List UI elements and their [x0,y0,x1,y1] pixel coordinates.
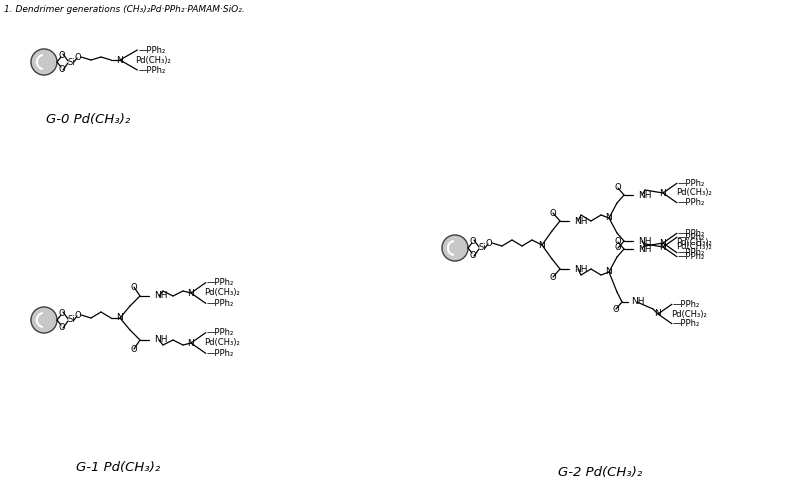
Text: —PPh₂: —PPh₂ [677,179,704,188]
Text: N: N [188,289,194,297]
Text: O: O [549,273,556,282]
Text: Pd(CH₃)₂: Pd(CH₃)₂ [670,309,706,318]
Text: N: N [605,213,612,222]
Text: O: O [75,52,81,61]
Text: NH: NH [638,237,650,246]
Circle shape [31,307,57,333]
Text: O: O [59,308,65,317]
Text: N: N [116,55,124,64]
Text: O: O [612,304,618,313]
Text: O: O [614,244,621,252]
Text: —PPh₂: —PPh₂ [206,328,233,337]
Text: O: O [131,345,137,353]
Text: Pd(CH₃)₂: Pd(CH₃)₂ [205,339,240,347]
Text: NH: NH [573,216,587,226]
Text: N: N [188,339,194,347]
Text: Pd(CH₃)₂: Pd(CH₃)₂ [675,239,711,248]
Text: Pd(CH₃)₂: Pd(CH₃)₂ [675,189,711,198]
Text: O: O [614,184,621,193]
Text: Si: Si [478,244,485,252]
Text: 1. Dendrimer generations (CH₃)₂Pd·PPh₂·PAMAM·SiO₂.: 1. Dendrimer generations (CH₃)₂Pd·PPh₂·P… [4,5,245,14]
Text: —PPh₂: —PPh₂ [677,233,704,242]
Text: O: O [131,283,137,292]
Text: —PPh₂: —PPh₂ [206,349,233,358]
Text: G-2 Pd(CH₃)₂: G-2 Pd(CH₃)₂ [557,466,642,480]
Text: O: O [75,310,81,319]
Text: Pd(CH₃)₂: Pd(CH₃)₂ [135,55,171,64]
Text: —PPh₂: —PPh₂ [677,252,704,261]
Text: N: N [605,267,612,277]
Text: N: N [538,241,545,249]
Text: —PPh₂: —PPh₂ [138,46,165,54]
Text: NH: NH [154,292,168,300]
Text: —PPh₂: —PPh₂ [677,229,704,238]
Text: Pd(CH₃)₂: Pd(CH₃)₂ [675,243,711,251]
Text: —PPh₂: —PPh₂ [672,300,699,309]
Text: —PPh₂: —PPh₂ [206,278,233,287]
Text: N: N [658,239,666,248]
Text: N: N [654,309,661,318]
Text: Si: Si [67,57,75,66]
Text: O: O [59,323,65,332]
Text: O: O [469,250,476,259]
Text: N: N [658,189,666,198]
Text: G-1 Pd(CH₃)₂: G-1 Pd(CH₃)₂ [75,461,160,475]
Text: NH: NH [630,297,644,306]
Text: O: O [59,50,65,59]
Text: O: O [485,239,492,248]
Circle shape [441,235,468,261]
Text: —PPh₂: —PPh₂ [677,248,704,257]
Text: O: O [469,237,476,246]
Text: O: O [549,208,556,217]
Text: O: O [59,64,65,73]
Circle shape [31,49,57,75]
Text: NH: NH [638,191,650,199]
Text: G-0 Pd(CH₃)₂: G-0 Pd(CH₃)₂ [46,113,130,127]
Text: O: O [614,238,621,247]
Text: Pd(CH₃)₂: Pd(CH₃)₂ [205,289,240,297]
Text: N: N [658,243,666,251]
Text: —PPh₂: —PPh₂ [677,198,704,207]
Text: —PPh₂: —PPh₂ [206,299,233,308]
Text: NH: NH [638,245,650,253]
Text: Si: Si [67,315,75,325]
Text: N: N [116,313,124,323]
Text: —PPh₂: —PPh₂ [672,319,699,328]
Text: —PPh₂: —PPh₂ [138,65,165,75]
Text: NH: NH [573,264,587,274]
Text: NH: NH [154,336,168,345]
